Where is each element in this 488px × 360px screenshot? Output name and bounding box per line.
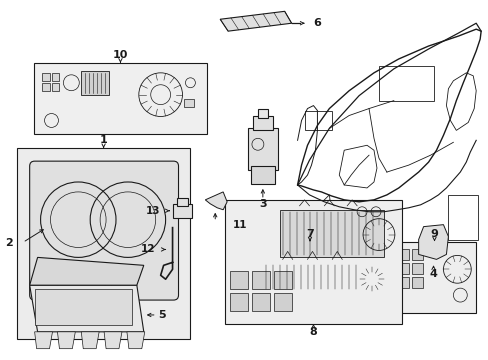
Bar — [230, 293, 247, 311]
Bar — [35, 289, 132, 325]
Polygon shape — [57, 332, 75, 349]
Polygon shape — [220, 11, 291, 31]
Bar — [247, 129, 277, 170]
Text: 4: 4 — [429, 269, 437, 279]
Text: 8: 8 — [309, 327, 317, 337]
Bar — [81, 71, 109, 95]
Text: 2: 2 — [5, 238, 13, 248]
Bar — [176, 198, 188, 206]
Bar — [51, 83, 60, 91]
Text: 10: 10 — [113, 50, 128, 60]
Text: 12: 12 — [141, 244, 155, 255]
Bar — [251, 293, 269, 311]
Bar — [250, 166, 274, 184]
Bar — [224, 200, 401, 324]
Polygon shape — [127, 332, 144, 349]
Bar — [257, 109, 267, 118]
Bar — [51, 73, 60, 81]
Bar — [411, 264, 422, 274]
Bar — [41, 83, 49, 91]
Bar — [397, 249, 408, 260]
Text: 3: 3 — [259, 199, 266, 209]
Bar — [273, 293, 291, 311]
Polygon shape — [81, 332, 99, 349]
Text: 6: 6 — [313, 18, 321, 28]
Bar — [279, 210, 383, 257]
Bar — [411, 277, 422, 288]
Polygon shape — [35, 332, 52, 349]
Polygon shape — [418, 225, 447, 260]
Bar — [392, 242, 475, 313]
Bar — [252, 117, 272, 130]
Text: 13: 13 — [146, 206, 161, 216]
Ellipse shape — [54, 275, 108, 315]
Polygon shape — [30, 285, 143, 332]
Text: 11: 11 — [233, 220, 247, 230]
Bar — [34, 63, 207, 134]
Bar — [172, 204, 192, 218]
FancyBboxPatch shape — [30, 161, 178, 300]
Bar — [263, 264, 361, 291]
Bar — [184, 99, 194, 107]
Polygon shape — [205, 192, 226, 210]
Bar — [397, 264, 408, 274]
Text: 9: 9 — [430, 229, 438, 239]
Text: 5: 5 — [158, 310, 166, 320]
Text: 1: 1 — [100, 135, 107, 145]
Bar — [447, 195, 477, 239]
Bar — [304, 111, 332, 130]
Bar — [411, 249, 422, 260]
Polygon shape — [104, 332, 122, 349]
Bar — [230, 271, 247, 289]
Bar — [397, 277, 408, 288]
Bar — [251, 271, 269, 289]
Bar — [378, 66, 433, 100]
Text: 7: 7 — [305, 229, 313, 239]
Bar — [228, 242, 391, 321]
Bar — [17, 148, 190, 339]
Bar — [273, 271, 291, 289]
Bar — [41, 73, 49, 81]
Polygon shape — [30, 257, 143, 285]
